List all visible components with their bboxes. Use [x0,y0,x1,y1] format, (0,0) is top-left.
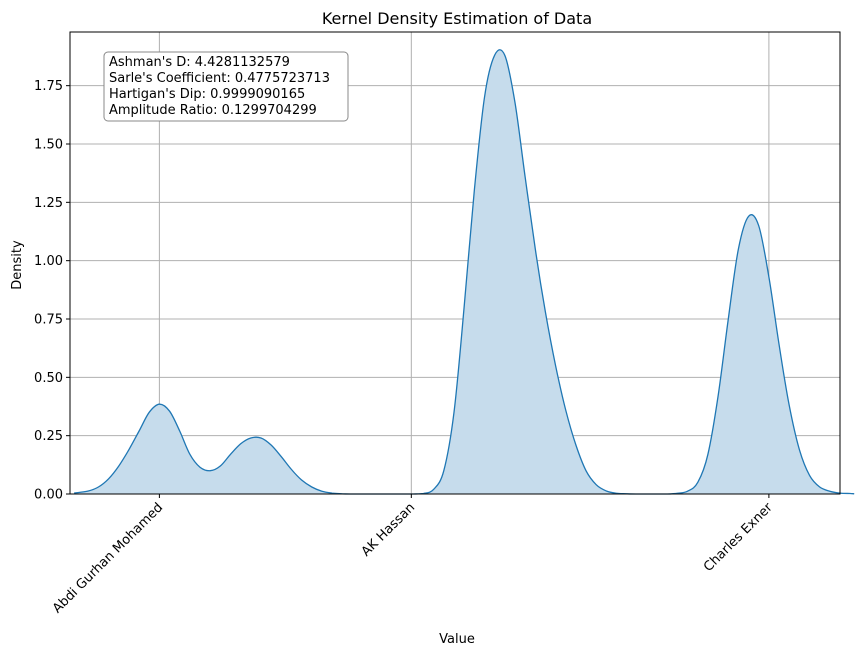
y-tick-label: 0.50 [34,371,63,386]
y-tick-label: 0.00 [34,488,63,503]
y-tick-label: 1.50 [34,138,63,153]
y-axis: 0.00 0.25 0.50 0.75 1.00 1.25 1.50 1.75 [34,79,70,503]
plot-frame [69,31,841,495]
sarle-coefficient-text: Sarle's Coefficient: 0.4775723713 [109,71,330,86]
density-area [74,49,855,495]
y-axis-title: Density [10,240,25,290]
hartigan-dip-text: Hartigan's Dip: 0.9999090165 [109,87,305,102]
x-axis: Abdi Gurhan Mohamed AK Hassan Charles Exne… [50,494,776,616]
x-tick-label: Abdi Gurhan Mohamed [50,500,166,616]
amplitude-ratio-text: Amplitude Ratio: 0.1299704299 [109,103,317,118]
y-tick-label: 0.25 [34,429,63,444]
statistics-box: Ashman's D: 4.4281132579 Sarle's Coeffic… [103,51,349,122]
chart-title: Kernel Density Estimation of Data [322,9,592,28]
y-tick-label: 1.25 [34,196,63,211]
x-tick-label: AK Hassan [359,500,418,559]
statistics-box-frame [103,51,349,122]
x-axis-title: Value [439,632,475,647]
grid [70,32,840,495]
y-tick-label: 0.75 [34,313,63,328]
density-line [73,49,855,495]
ashman-d-text: Ashman's D: 4.4281132579 [109,55,290,70]
y-tick-label: 1.00 [34,254,63,269]
x-tick-label: Charles Exner [701,500,776,575]
y-tick-label: 1.75 [34,79,63,94]
